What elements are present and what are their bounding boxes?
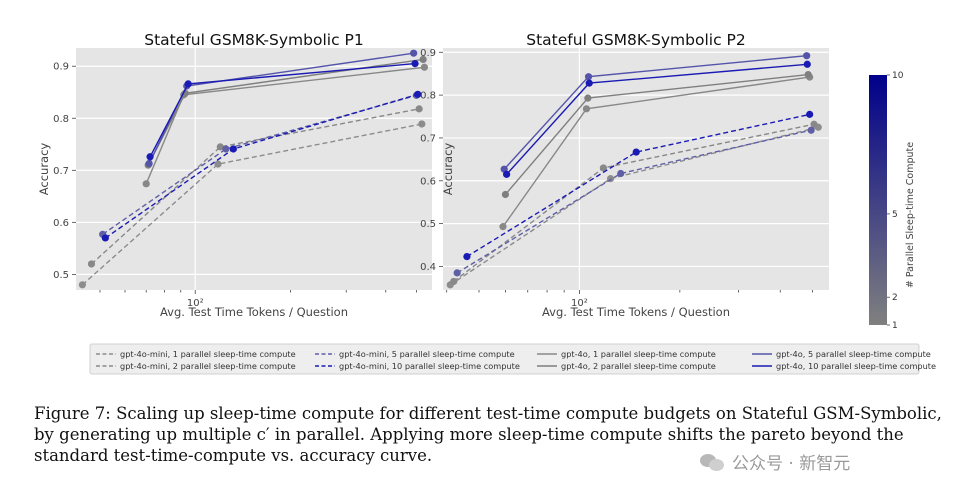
x-axis-label: Avg. Test Time Tokens / Question [160, 305, 348, 319]
data-point [806, 110, 814, 118]
series-line [456, 129, 812, 274]
y-tick-label: 0.5 [53, 270, 69, 281]
chart-title: Stateful GSM8K-Symbolic P1 [144, 31, 363, 49]
y-axis-label: Accuracy [37, 143, 51, 196]
series-line [466, 113, 810, 258]
series-line [81, 123, 422, 286]
y-tick-label: 0.7 [420, 133, 436, 144]
data-point [415, 105, 423, 113]
legend-label: gpt-4o, 5 parallel sleep-time compute [776, 349, 931, 359]
y-tick-label: 0.7 [53, 166, 69, 177]
caption-line: standard test-time-compute vs. accuracy … [34, 446, 433, 465]
legend-box [89, 343, 920, 375]
data-point [145, 159, 153, 168]
chart-panel-p2: 0.4 0.5 0.6 0.7 0.8 0.9 10² Stateful GSM8K-Symb… [420, 31, 829, 319]
data-point [599, 164, 607, 172]
y-tick-label: 0.4 [420, 262, 436, 273]
x-tick-label: 10² [187, 298, 204, 309]
figure-caption: Figure 7: Scaling up sleep-time compute … [34, 403, 942, 466]
data-point [142, 180, 150, 188]
data-point [804, 70, 812, 79]
legend-label: gpt-4o, 2 parallel sleep-time compute [561, 361, 716, 371]
data-point [410, 49, 418, 57]
data-point [503, 170, 511, 178]
data-point [582, 105, 591, 113]
chart-title: Stateful GSM8K-Symbolic P2 [526, 31, 745, 49]
data-point [617, 169, 625, 178]
x-tick-label: 10² [571, 298, 588, 309]
data-point [803, 52, 811, 60]
watermark-text: 公众号 · 新智元 [732, 454, 851, 474]
data-point [585, 79, 593, 87]
colorbar-tick-label: 5 [892, 210, 898, 220]
data-point [450, 277, 458, 286]
y-tick-label: 0.8 [53, 114, 69, 125]
data-point [632, 148, 640, 156]
legend: gpt-4o-mini, 1 parallel sleep-time compu… [89, 343, 936, 375]
y-tick-label: 0.9 [53, 62, 69, 73]
data-point [418, 120, 426, 128]
data-point [229, 145, 237, 153]
y-tick-label: 0.6 [420, 176, 436, 187]
data-point [414, 90, 422, 98]
legend-label: gpt-4o, 1 parallel sleep-time compute [561, 349, 716, 359]
colorbar-label: # Parallel Sleep-time Compute [905, 142, 916, 288]
data-point [803, 60, 811, 68]
figure: 0.5 0.6 0.7 0.8 0.9 10² Stateful GSM8K-Symboli… [37, 31, 936, 375]
y-tick-label: 0.8 [420, 91, 436, 102]
caption-line: Figure 7: Scaling up sleep-time compute … [34, 404, 942, 423]
data-point [78, 281, 86, 289]
data-point [146, 153, 154, 161]
data-point [810, 120, 818, 128]
colorbar: 1 2 5 10 # Parallel Sleep-time Compute [869, 71, 916, 331]
x-axis-label: Avg. Test Time Tokens / Question [542, 305, 730, 319]
data-point [584, 94, 592, 102]
wechat-icon [700, 452, 726, 472]
data-point [453, 269, 461, 277]
data-point [420, 63, 429, 71]
colorbar-tick-label: 10 [892, 71, 904, 81]
data-point [222, 145, 230, 153]
data-point [501, 190, 510, 199]
data-point [101, 234, 109, 242]
watermark: 公众号 · 新智元 [700, 449, 850, 474]
colorbar-tick-label: 2 [892, 293, 898, 303]
legend-label: gpt-4o, 10 parallel sleep-time compute [776, 361, 936, 371]
y-tick-label: 0.5 [420, 219, 436, 230]
data-point [216, 143, 224, 151]
data-point [214, 160, 222, 168]
data-point [499, 223, 507, 231]
y-tick-label: 0.6 [53, 218, 69, 229]
data-point [807, 126, 815, 134]
y-axis-label: Accuracy [441, 143, 455, 196]
y-tick-label: 0.9 [420, 48, 436, 59]
legend-label: gpt-4o-mini, 2 parallel sleep-time compu… [120, 361, 296, 371]
series-line [91, 108, 420, 265]
legend-label: gpt-4o-mini, 1 parallel sleep-time compu… [120, 349, 296, 359]
chart-panel-p1: 0.5 0.6 0.7 0.8 0.9 10² Stateful GSM8K-Symboli… [37, 31, 432, 319]
data-point [419, 55, 427, 64]
data-point [184, 80, 192, 88]
data-point [411, 60, 419, 68]
legend-label: gpt-4o-mini, 5 parallel sleep-time compu… [339, 349, 515, 359]
caption-line: by generating up multiple c′ in parallel… [34, 425, 904, 444]
data-point [584, 73, 593, 81]
data-point [463, 252, 471, 261]
data-point [87, 260, 96, 268]
plot-area [76, 48, 432, 290]
legend-label: gpt-4o-mini, 10 parallel sleep-time comp… [339, 361, 520, 371]
colorbar-tick-label: 1 [892, 321, 898, 331]
colorbar-gradient [869, 75, 887, 325]
